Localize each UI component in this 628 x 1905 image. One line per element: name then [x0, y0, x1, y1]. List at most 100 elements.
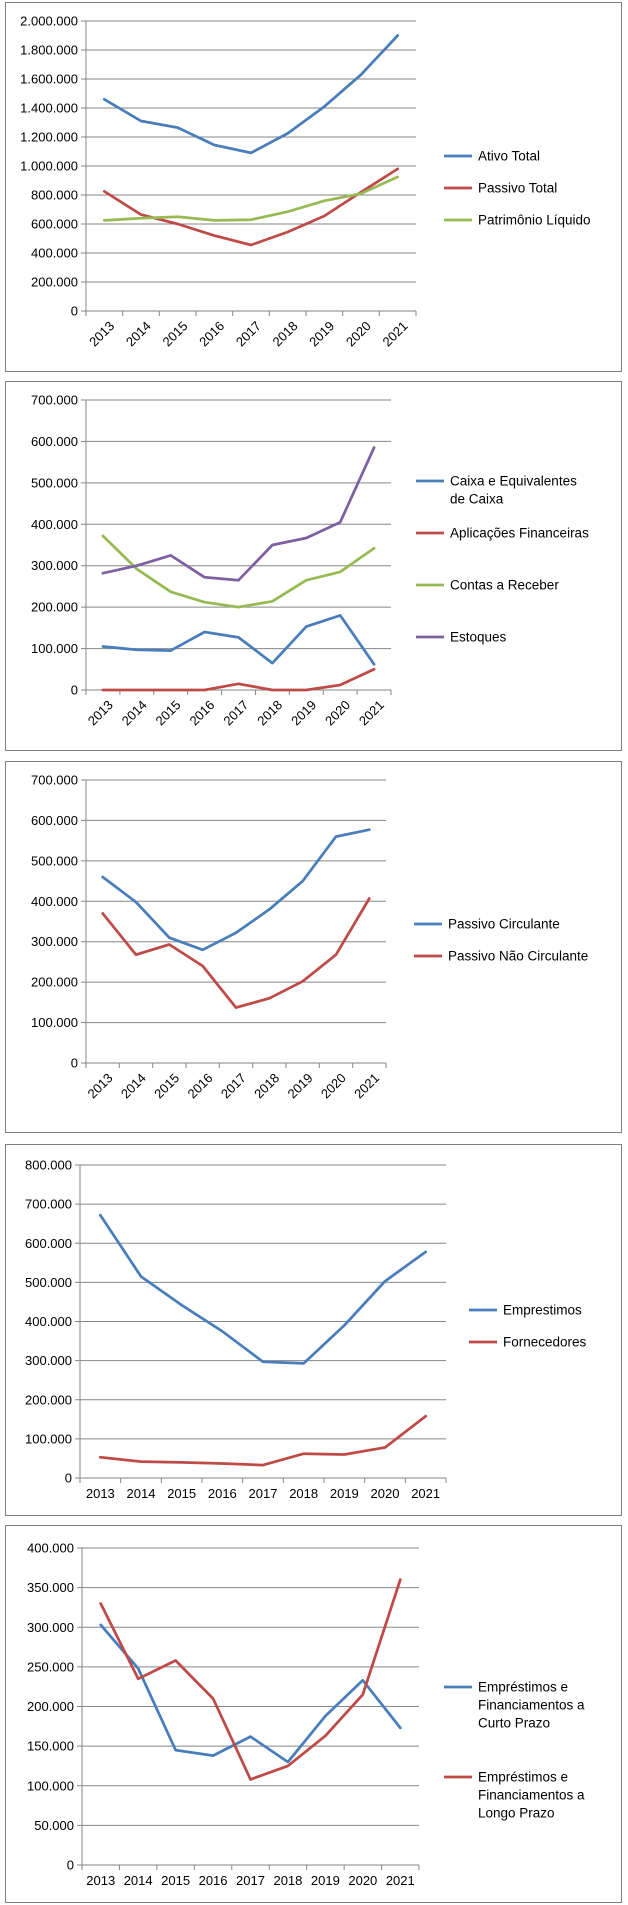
y-tick-label: 500.000 [31, 853, 78, 868]
x-tick-label: 2013 [86, 1486, 115, 1501]
chart-panel-current-assets: 0 100.000 200.000 300.000 400.000 500.000 600.… [5, 381, 622, 751]
x-tick-label: 2020 [371, 1486, 400, 1501]
legend-label: Passivo Total [478, 181, 557, 196]
x-tick-label: 2013 [85, 1070, 116, 1101]
legend-label: Aplicações Financeiras [450, 526, 589, 541]
y-tick-label: 400.000 [31, 246, 78, 261]
legend-label: Empréstimos e Financiamentos a Longo Prazo [478, 1770, 585, 1821]
chart-panel-liabilities: 0 100.000 200.000 300.000 400.000 500.000 600.… [5, 761, 622, 1133]
y-tick-label: 400.000 [31, 517, 78, 532]
y-tick-label: 300.000 [25, 1353, 72, 1368]
x-tick-label: 2017 [218, 1070, 249, 1101]
y-tick-label: 350.000 [27, 1580, 74, 1595]
x-tick-label: 2013 [86, 1873, 115, 1888]
y-tick-label: 300.000 [31, 558, 78, 573]
y-tick-label: 200.000 [31, 275, 78, 290]
y-tick-label: 700.000 [31, 773, 78, 788]
x-tick-label: 2021 [351, 1070, 382, 1101]
y-tick-label: 100.000 [27, 1778, 74, 1793]
y-tick-label: 0 [71, 304, 78, 319]
x-tick-label: 2021 [380, 318, 411, 349]
y-tick-label: 1.400.000 [20, 101, 78, 116]
series-line-1 [99, 1623, 402, 1764]
x-tick-label: 2016 [186, 697, 217, 728]
series-line-2 [102, 167, 400, 247]
y-tick-label: 200.000 [27, 1699, 74, 1714]
x-tick-label: 2017 [236, 1873, 265, 1888]
y-tick-label: 0 [71, 1056, 78, 1071]
y-tick-label: 0 [71, 683, 78, 698]
x-tick-label: 2018 [254, 697, 285, 728]
x-tick-label: 2020 [343, 318, 374, 349]
chart-loans-suppliers: 0 100.000 200.000 300.000 400.000 500.000 600.… [25, 1158, 587, 1502]
series-line-2 [101, 667, 376, 692]
y-tick-label: 400.000 [31, 894, 78, 909]
y-tick-label: 50.000 [34, 1818, 74, 1833]
legend-label: Empréstimos e Financiamentos a Curto Prazo [478, 1680, 585, 1731]
x-tick-label: 2014 [118, 1070, 149, 1101]
y-tick-label: 500.000 [25, 1275, 72, 1290]
x-tick-label: 2021 [356, 697, 387, 728]
series-line-3 [102, 175, 400, 222]
legend-label: Passivo Não Circulante [448, 949, 588, 964]
x-tick-label: 2015 [151, 1070, 182, 1101]
y-tick-label: 0 [65, 1471, 72, 1486]
series-line-4 [101, 446, 376, 582]
x-tick-label: 2013 [85, 697, 116, 728]
y-tick-label: 500.000 [31, 475, 78, 490]
x-tick-label: 2016 [199, 1873, 228, 1888]
x-tick-label: 2019 [288, 697, 319, 728]
x-tick-label: 2019 [330, 1486, 359, 1501]
legend-label: Contas a Receber [450, 578, 559, 593]
y-tick-label: 200.000 [31, 600, 78, 615]
y-tick-label: 100.000 [31, 641, 78, 656]
x-tick-label: 2015 [153, 697, 184, 728]
x-tick-label: 2014 [123, 318, 154, 349]
legend-label: Ativo Total [478, 149, 540, 164]
x-tick-label: 2018 [251, 1070, 282, 1101]
x-tick-label: 2017 [233, 318, 264, 349]
series-line-2 [101, 897, 371, 1009]
legend-label: Passivo Circulante [448, 917, 560, 932]
x-tick-label: 2016 [185, 1070, 216, 1101]
y-tick-label: 600.000 [31, 217, 78, 232]
y-tick-label: 800.000 [31, 188, 78, 203]
y-tick-label: 400.000 [25, 1314, 72, 1329]
x-tick-label: 2016 [196, 318, 227, 349]
x-tick-label: 2020 [348, 1873, 377, 1888]
x-tick-label: 2015 [161, 1873, 190, 1888]
y-tick-label: 600.000 [31, 434, 78, 449]
x-tick-label: 2014 [127, 1486, 156, 1501]
y-tick-label: 1.200.000 [20, 130, 78, 145]
y-tick-label: 700.000 [31, 393, 78, 408]
y-tick-label: 200.000 [25, 1392, 72, 1407]
series-line-1 [98, 1213, 428, 1365]
y-tick-label: 0 [67, 1858, 74, 1873]
chart-panel-financing-terms: 0 50.000 100.000 150.000 200.000 250.000 300.0… [5, 1525, 622, 1903]
x-tick-label: 2020 [318, 1070, 349, 1101]
x-tick-label: 2018 [270, 318, 301, 349]
chart-liabilities: 0 100.000 200.000 300.000 400.000 500.000 600.… [31, 773, 588, 1102]
series-line-2 [98, 1414, 428, 1467]
x-tick-label: 2019 [306, 318, 337, 349]
y-tick-label: 300.000 [27, 1620, 74, 1635]
chart-panel-balance-totals: 0 200.000 400.000 600.000 800.000 1.000.000 1.… [5, 2, 622, 372]
x-tick-label: 2015 [167, 1486, 196, 1501]
y-tick-label: 100.000 [25, 1431, 72, 1446]
chart-current-assets: 0 100.000 200.000 300.000 400.000 500.000 600.… [31, 393, 589, 729]
x-tick-label: 2021 [411, 1486, 440, 1501]
series-line-3 [101, 534, 376, 609]
legend-label: Emprestimos [503, 1303, 582, 1318]
y-tick-label: 250.000 [27, 1659, 74, 1674]
x-tick-label: 2020 [322, 697, 353, 728]
chart-balance-totals: 0 200.000 400.000 600.000 800.000 1.000.000 1.… [20, 14, 591, 350]
x-tick-label: 2016 [208, 1486, 237, 1501]
y-tick-label: 800.000 [25, 1158, 72, 1173]
legend-label: Patrimônio Líquido [478, 213, 591, 228]
chart-panel-loans-suppliers: 0 100.000 200.000 300.000 400.000 500.000 600.… [5, 1144, 622, 1516]
x-tick-label: 2019 [285, 1070, 316, 1101]
x-tick-label: 2019 [311, 1873, 340, 1888]
series-line-1 [101, 828, 371, 952]
x-tick-label: 2015 [160, 318, 191, 349]
y-tick-label: 1.000.000 [20, 159, 78, 174]
